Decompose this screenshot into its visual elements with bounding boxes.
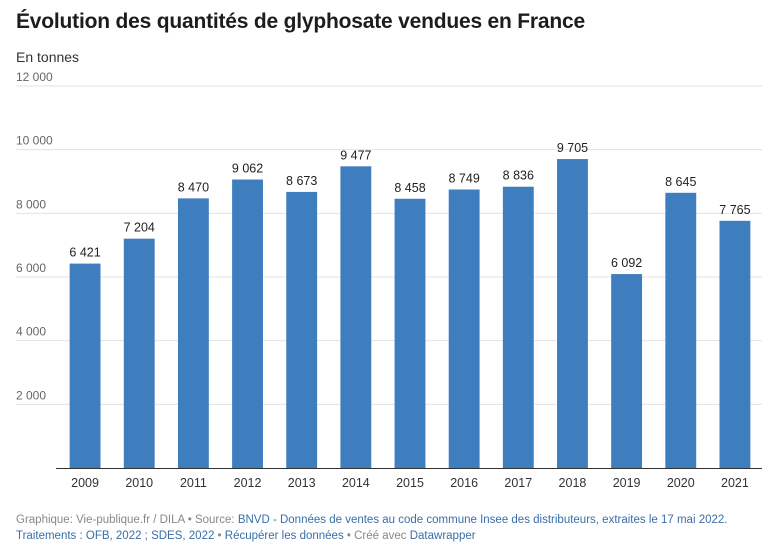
y-tick-label: 2 000 <box>16 388 46 402</box>
bar <box>69 263 101 468</box>
x-tick-label: 2013 <box>288 476 316 490</box>
x-tick-label: 2010 <box>125 476 153 490</box>
footer-credit: Graphique: Vie-publique.fr / DILA • Sour… <box>16 514 238 526</box>
value-label: 9 062 <box>232 162 263 176</box>
value-label: 7 204 <box>124 221 155 235</box>
x-tick-label: 2020 <box>667 476 695 490</box>
bars <box>69 159 751 469</box>
download-data-link[interactable]: Récupérer les données <box>224 530 344 542</box>
bar <box>340 166 372 468</box>
value-label: 8 470 <box>178 180 209 194</box>
value-label: 8 749 <box>449 171 480 185</box>
value-label: 8 673 <box>286 174 317 188</box>
bar <box>448 189 480 468</box>
value-label: 8 458 <box>394 181 425 195</box>
x-axis-tick-labels: 2009 2010 2011 2012 2013 2014 2015 2016 2017 2018… <box>71 476 749 490</box>
value-label: 8 645 <box>665 175 696 189</box>
x-tick-label: 2019 <box>613 476 641 490</box>
x-tick-label: 2018 <box>559 476 587 490</box>
chart-title: Évolution des quantités de glyphosate ve… <box>16 10 585 33</box>
x-tick-label: 2009 <box>71 476 99 490</box>
y-tick-label: 6 000 <box>16 261 46 275</box>
y-tick-label: 12 000 <box>16 72 53 84</box>
bar <box>286 191 318 469</box>
x-tick-label: 2012 <box>234 476 262 490</box>
value-label: 9 705 <box>557 141 588 155</box>
x-tick-label: 2016 <box>450 476 478 490</box>
x-tick-label: 2017 <box>504 476 532 490</box>
bar <box>502 186 534 468</box>
y-tick-label: 4 000 <box>16 325 46 339</box>
y-tick-label: 8 000 <box>16 197 46 211</box>
bar <box>123 238 155 468</box>
value-label: 9 477 <box>340 148 371 162</box>
x-tick-label: 2021 <box>721 476 749 490</box>
value-labels: 6 421 7 204 8 470 9 062 8 673 9 477 8 458 8 749… <box>69 141 750 270</box>
bar <box>719 220 751 468</box>
bar <box>177 198 209 468</box>
value-label: 7 765 <box>719 203 750 217</box>
bar <box>557 159 588 468</box>
datawrapper-link[interactable]: Datawrapper <box>409 530 476 542</box>
y-axis-tick-labels: 2 000 4 000 6 000 8 000 10 000 12 000 <box>16 72 53 402</box>
bar <box>394 198 426 468</box>
source-link[interactable]: BNVD - Données de ventes au code commune… <box>16 514 728 542</box>
x-tick-label: 2011 <box>180 476 207 490</box>
x-tick-label: 2015 <box>396 476 424 490</box>
bar <box>665 192 697 468</box>
value-label: 8 836 <box>503 169 534 183</box>
y-tick-label: 10 000 <box>16 134 53 148</box>
footer-created-with: • Créé avec <box>343 530 410 542</box>
bar <box>611 274 643 468</box>
chart-footer: Graphique: Vie-publique.fr / DILA • Sour… <box>16 512 760 544</box>
footer-separator: • <box>214 530 225 542</box>
value-label: 6 092 <box>611 256 642 270</box>
x-tick-label: 2014 <box>342 476 370 490</box>
bar-chart: 2 000 4 000 6 000 8 000 10 000 12 000 6 421 7 … <box>16 72 762 490</box>
value-label: 6 421 <box>69 246 100 260</box>
bar <box>232 179 263 468</box>
chart-subtitle: En tonnes <box>16 49 80 65</box>
